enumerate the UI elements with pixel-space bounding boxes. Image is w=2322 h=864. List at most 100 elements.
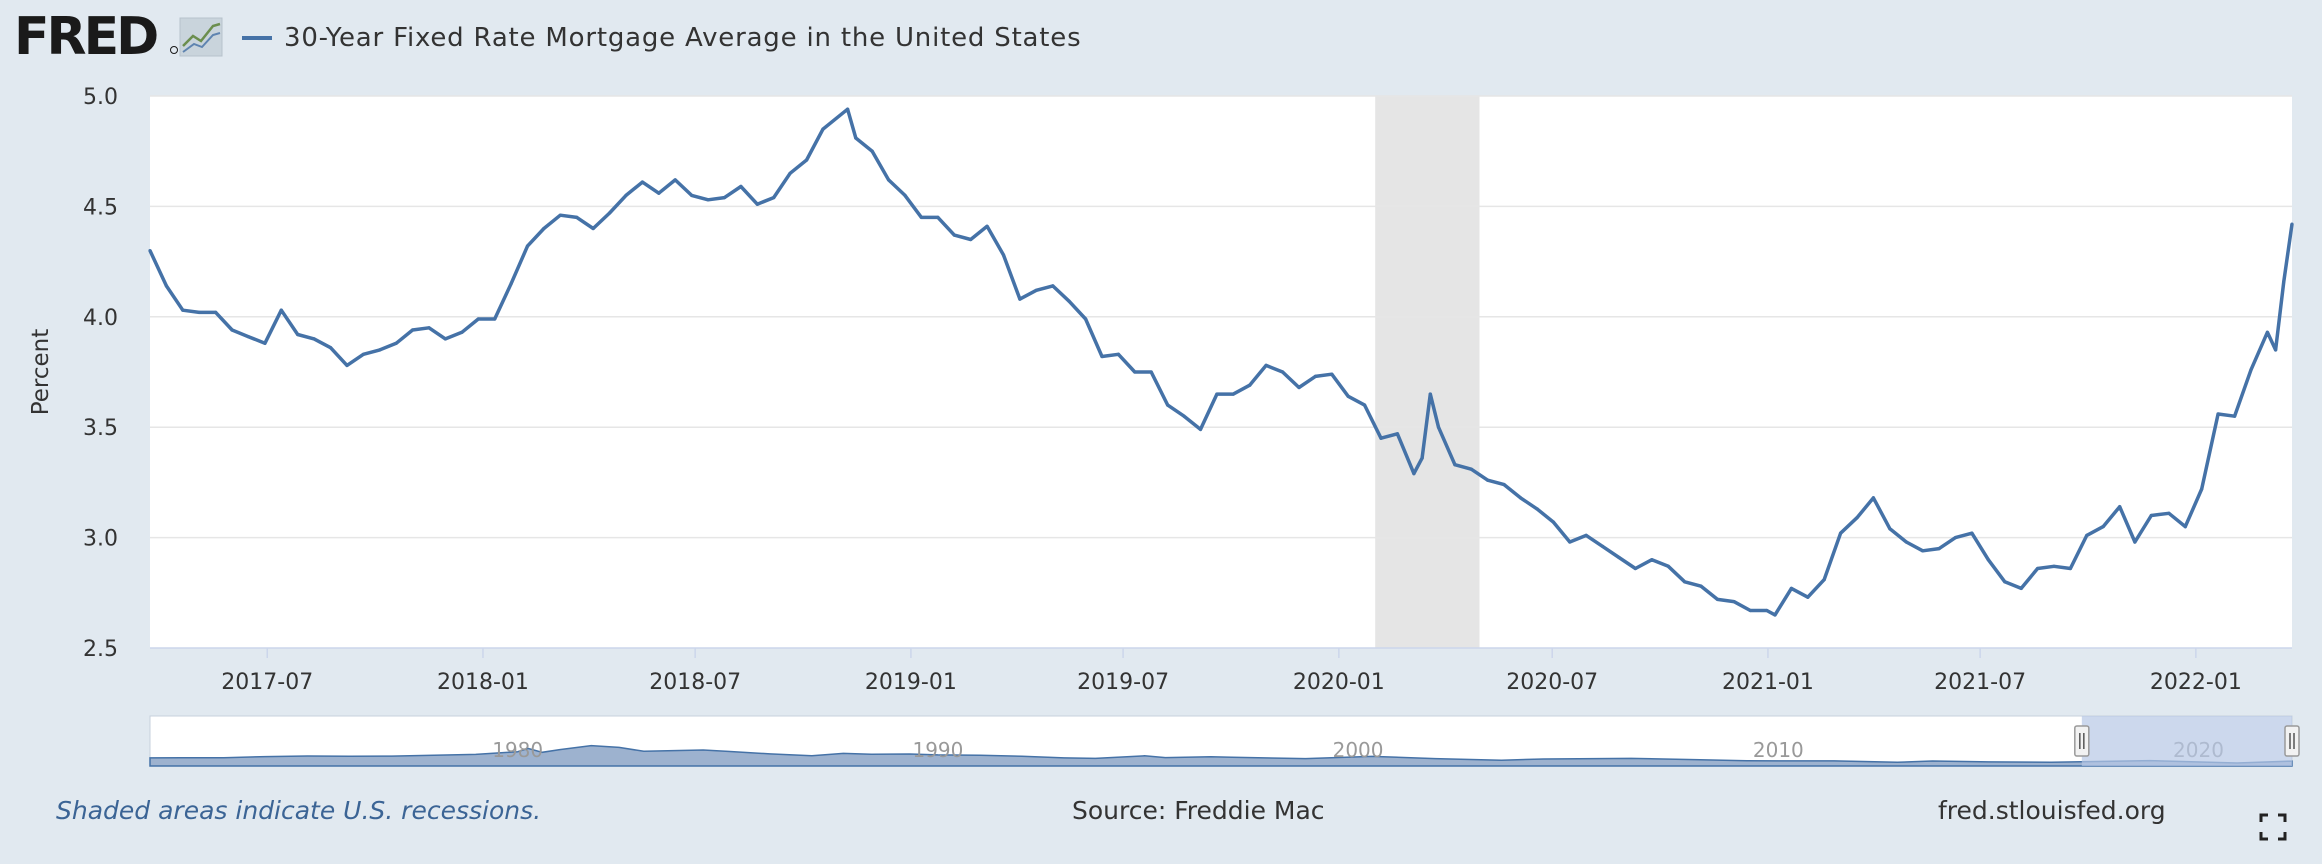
data-point	[1001, 253, 1006, 257]
data-point	[361, 352, 365, 356]
data-point	[1034, 288, 1038, 292]
data-point	[279, 308, 283, 312]
data-point	[1412, 472, 1416, 476]
fred-logo[interactable]: FRED	[14, 7, 178, 67]
data-point	[1469, 467, 1473, 471]
x-tick-label: 2022-01	[2150, 670, 2242, 695]
data-point	[1699, 584, 1703, 588]
data-point	[1486, 478, 1490, 482]
data-point	[2282, 279, 2286, 284]
navigator-series	[149, 744, 2293, 767]
data-point	[558, 213, 562, 217]
data-point	[673, 178, 677, 182]
data-point	[329, 346, 333, 350]
registered-mark-icon	[170, 46, 178, 54]
data-point	[1297, 385, 1301, 390]
data-point	[755, 202, 759, 206]
handle-body	[2074, 725, 2090, 757]
data-point	[608, 211, 612, 215]
x-tick-label: 2021-07	[1934, 670, 2026, 695]
data-point	[2036, 566, 2040, 571]
data-point	[1839, 531, 1843, 535]
data-point	[1166, 403, 1170, 407]
data-point	[969, 237, 973, 242]
navigator[interactable]: 19801990200020102020	[149, 715, 2300, 767]
fullscreen-icon	[2259, 813, 2287, 841]
data-point	[1198, 427, 1203, 431]
data-point	[1871, 496, 1875, 500]
data-point	[1067, 299, 1071, 303]
data-point	[1428, 392, 1432, 396]
data-point	[1502, 483, 1506, 487]
data-point	[2265, 330, 2269, 334]
y-tick-label: 4.5	[83, 195, 118, 220]
data-point	[181, 308, 185, 312]
data-point	[1888, 527, 1892, 531]
data-point	[1855, 516, 1859, 520]
data-point	[246, 335, 251, 339]
data-point	[1453, 463, 1457, 467]
handle-body	[2284, 725, 2300, 757]
navigator-selection[interactable]	[2074, 716, 2300, 766]
navigator-handle-right[interactable]	[2284, 725, 2300, 757]
data-point	[1363, 403, 1367, 407]
fullscreen-button[interactable]	[2258, 812, 2288, 842]
series-title: 30-Year Fixed Rate Mortgage Average in t…	[284, 23, 1081, 53]
fred-url-link[interactable]: fred.stlouisfed.org	[1938, 796, 2166, 825]
data-point	[476, 317, 480, 321]
y-tick-label: 2.5	[83, 637, 118, 662]
fred-logo-text: FRED	[14, 7, 157, 67]
series-layer	[148, 107, 2294, 617]
data-point	[1584, 533, 1588, 538]
data-point	[1715, 597, 1720, 602]
data-point	[1904, 540, 1908, 544]
data-point	[164, 284, 168, 288]
data-point	[1633, 566, 1637, 571]
navigator-mask[interactable]	[2081, 716, 2292, 766]
navigator-tick-label: 2000	[1333, 738, 1384, 762]
data-point	[411, 328, 415, 332]
data-point	[1748, 608, 1752, 613]
data-point	[2085, 533, 2089, 538]
recession-note: Shaded areas indicate U.S. recessions.	[56, 796, 542, 825]
navigator-tick-label: 1990	[912, 738, 963, 762]
data-point	[378, 348, 382, 352]
data-point	[1535, 507, 1539, 511]
data-point	[263, 341, 267, 345]
data-point	[706, 198, 710, 202]
x-tick-label: 2021-01	[1722, 670, 1814, 695]
navigator-handle-left[interactable]	[2074, 725, 2090, 757]
data-point	[1765, 608, 1769, 613]
x-tick-label: 2019-01	[865, 670, 957, 695]
data-point	[214, 310, 218, 314]
data-point	[427, 326, 431, 330]
data-point	[1330, 372, 1334, 376]
data-point	[1084, 317, 1088, 321]
data-point	[722, 196, 727, 200]
data-point	[1806, 595, 1810, 599]
data-point	[2052, 564, 2056, 568]
data-point	[2233, 414, 2237, 418]
x-tick-label: 2020-01	[1293, 670, 1385, 695]
data-point	[788, 171, 792, 175]
navigator-tick-label: 2010	[1753, 738, 1804, 762]
x-tick-label: 2019-07	[1077, 670, 1169, 695]
data-point	[690, 193, 694, 197]
data-point	[624, 193, 628, 197]
data-point	[1937, 547, 1941, 551]
data-point	[739, 184, 743, 189]
data-point	[1436, 425, 1441, 429]
data-point	[2019, 586, 2023, 591]
data-point	[1133, 370, 1137, 374]
data-point	[1420, 456, 1424, 460]
data-point	[1231, 392, 1235, 396]
data-point	[805, 158, 809, 162]
data-point	[1683, 580, 1687, 584]
data-point	[443, 337, 447, 341]
data-point	[1116, 352, 1120, 356]
y-axis-ticks: 2.5 3.0 3.5 4.0 4.5 5.0	[83, 85, 118, 662]
data-point	[1732, 600, 1736, 604]
data-point	[312, 337, 316, 341]
data-point	[1313, 374, 1317, 378]
